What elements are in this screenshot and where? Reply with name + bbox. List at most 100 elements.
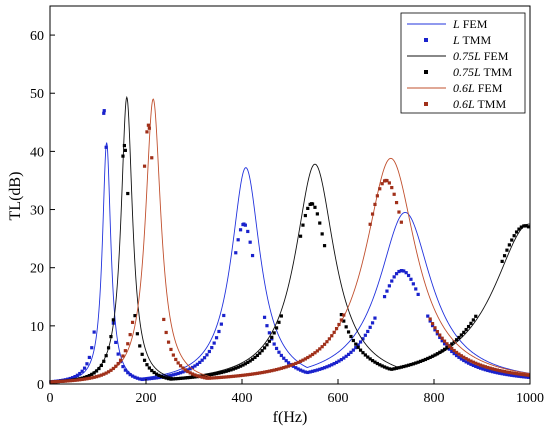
series-marker-1: [337, 359, 341, 363]
series-marker-3: [260, 349, 264, 353]
series-marker-5: [258, 371, 262, 375]
series-marker-3: [159, 374, 163, 379]
series-marker-3: [246, 360, 250, 365]
series-marker-1: [315, 368, 319, 372]
series-marker-5: [99, 373, 103, 377]
series-marker-5: [262, 370, 267, 374]
series-marker-5: [433, 326, 437, 330]
series-marker-5: [313, 351, 317, 355]
series-marker-3: [418, 359, 423, 363]
series-marker-5: [428, 317, 432, 321]
series-marker-5: [250, 372, 255, 376]
series-marker-1: [332, 362, 336, 366]
series-marker-5: [318, 347, 322, 351]
series-marker-3: [178, 376, 183, 380]
series-marker-3: [349, 334, 353, 339]
series-peak-marker-5-1: [384, 178, 388, 183]
series-marker-1: [198, 360, 202, 364]
series-marker-1: [392, 275, 396, 279]
series-marker-5: [322, 342, 327, 346]
series-marker-5: [303, 357, 307, 361]
series-marker-5: [212, 376, 216, 380]
series-marker-5: [471, 360, 475, 364]
series-marker-3: [154, 372, 159, 376]
series-marker-3: [471, 318, 475, 322]
x-tick-label: 200: [136, 391, 157, 406]
series-marker-1: [510, 373, 514, 377]
series-marker-5: [332, 330, 336, 334]
series-marker-5: [226, 375, 231, 379]
series-marker-1: [512, 374, 516, 378]
series-peak-marker-1-1: [242, 222, 246, 226]
series-marker-1: [320, 366, 324, 371]
series-marker-1: [294, 366, 298, 370]
legend-label: 0.6L FEM: [453, 81, 503, 95]
series-marker-5: [387, 181, 391, 185]
series-marker-3: [368, 357, 372, 361]
series-marker-5: [164, 330, 168, 335]
x-tick-label: 800: [424, 391, 445, 406]
series-marker-3: [214, 371, 219, 376]
series-marker-1: [121, 364, 125, 369]
legend-label-suffix: FEM: [475, 81, 503, 95]
series-marker-1: [414, 287, 418, 291]
legend-label-suffix: TMM: [475, 97, 507, 111]
legend-label-suffix: TMM: [460, 33, 492, 47]
series-marker-1: [356, 343, 360, 347]
series-marker-3: [82, 375, 87, 380]
series-marker-3: [157, 373, 161, 377]
series-marker-5: [121, 354, 125, 358]
series-marker-5: [61, 379, 65, 383]
x-tick-label: 400: [232, 391, 253, 406]
series-marker-1: [474, 364, 478, 369]
series-marker-3: [186, 376, 190, 380]
series-marker-5: [507, 370, 511, 375]
series-marker-5: [200, 375, 204, 379]
y-tick-label: 10: [30, 320, 44, 335]
series-marker-1: [452, 351, 456, 356]
series-marker-5: [70, 378, 75, 383]
legend-entry-0: L FEM: [407, 17, 488, 31]
series-marker-3: [435, 352, 439, 356]
series-marker-1: [430, 323, 435, 328]
series-marker-5: [315, 349, 319, 353]
series-marker-3: [409, 362, 413, 367]
series-marker-3: [147, 366, 151, 370]
series-marker-3: [183, 376, 187, 380]
series-marker-3: [255, 353, 259, 358]
series-marker-5: [510, 371, 514, 375]
series-marker-3: [354, 342, 358, 346]
series-marker-1: [397, 269, 401, 274]
series-marker-1: [505, 372, 509, 377]
series-marker-5: [248, 372, 252, 376]
series-marker-1: [200, 358, 204, 362]
series-marker-3: [210, 372, 214, 377]
series-marker-3: [248, 359, 252, 363]
series-marker-1: [90, 346, 94, 350]
legend-label: 0.75L FEM: [453, 49, 509, 63]
series-marker-5: [289, 363, 293, 367]
series-marker-3: [363, 353, 367, 357]
series-marker-3: [358, 348, 363, 352]
series-marker-5: [174, 357, 178, 362]
series-marker-5: [514, 372, 519, 376]
series-marker-3: [94, 369, 99, 373]
series-marker-1: [310, 369, 315, 373]
series-marker-5: [272, 368, 276, 372]
series-marker-5: [452, 348, 456, 353]
series-marker-3: [385, 366, 389, 370]
series-marker-5: [337, 322, 341, 327]
legend-label-main: 0.75L: [453, 65, 481, 79]
series-marker-1: [207, 349, 211, 354]
series-marker-3: [243, 362, 247, 366]
series-marker-5: [123, 349, 127, 353]
series-marker-5: [224, 375, 228, 379]
series-marker-3: [466, 324, 471, 329]
series-marker-1: [126, 371, 130, 375]
series-marker-1: [385, 289, 389, 293]
series-marker-1: [147, 377, 151, 381]
series-marker-1: [433, 328, 437, 332]
series-marker-3: [500, 259, 504, 264]
series-marker-1: [272, 342, 276, 346]
series-marker-1: [195, 362, 199, 366]
